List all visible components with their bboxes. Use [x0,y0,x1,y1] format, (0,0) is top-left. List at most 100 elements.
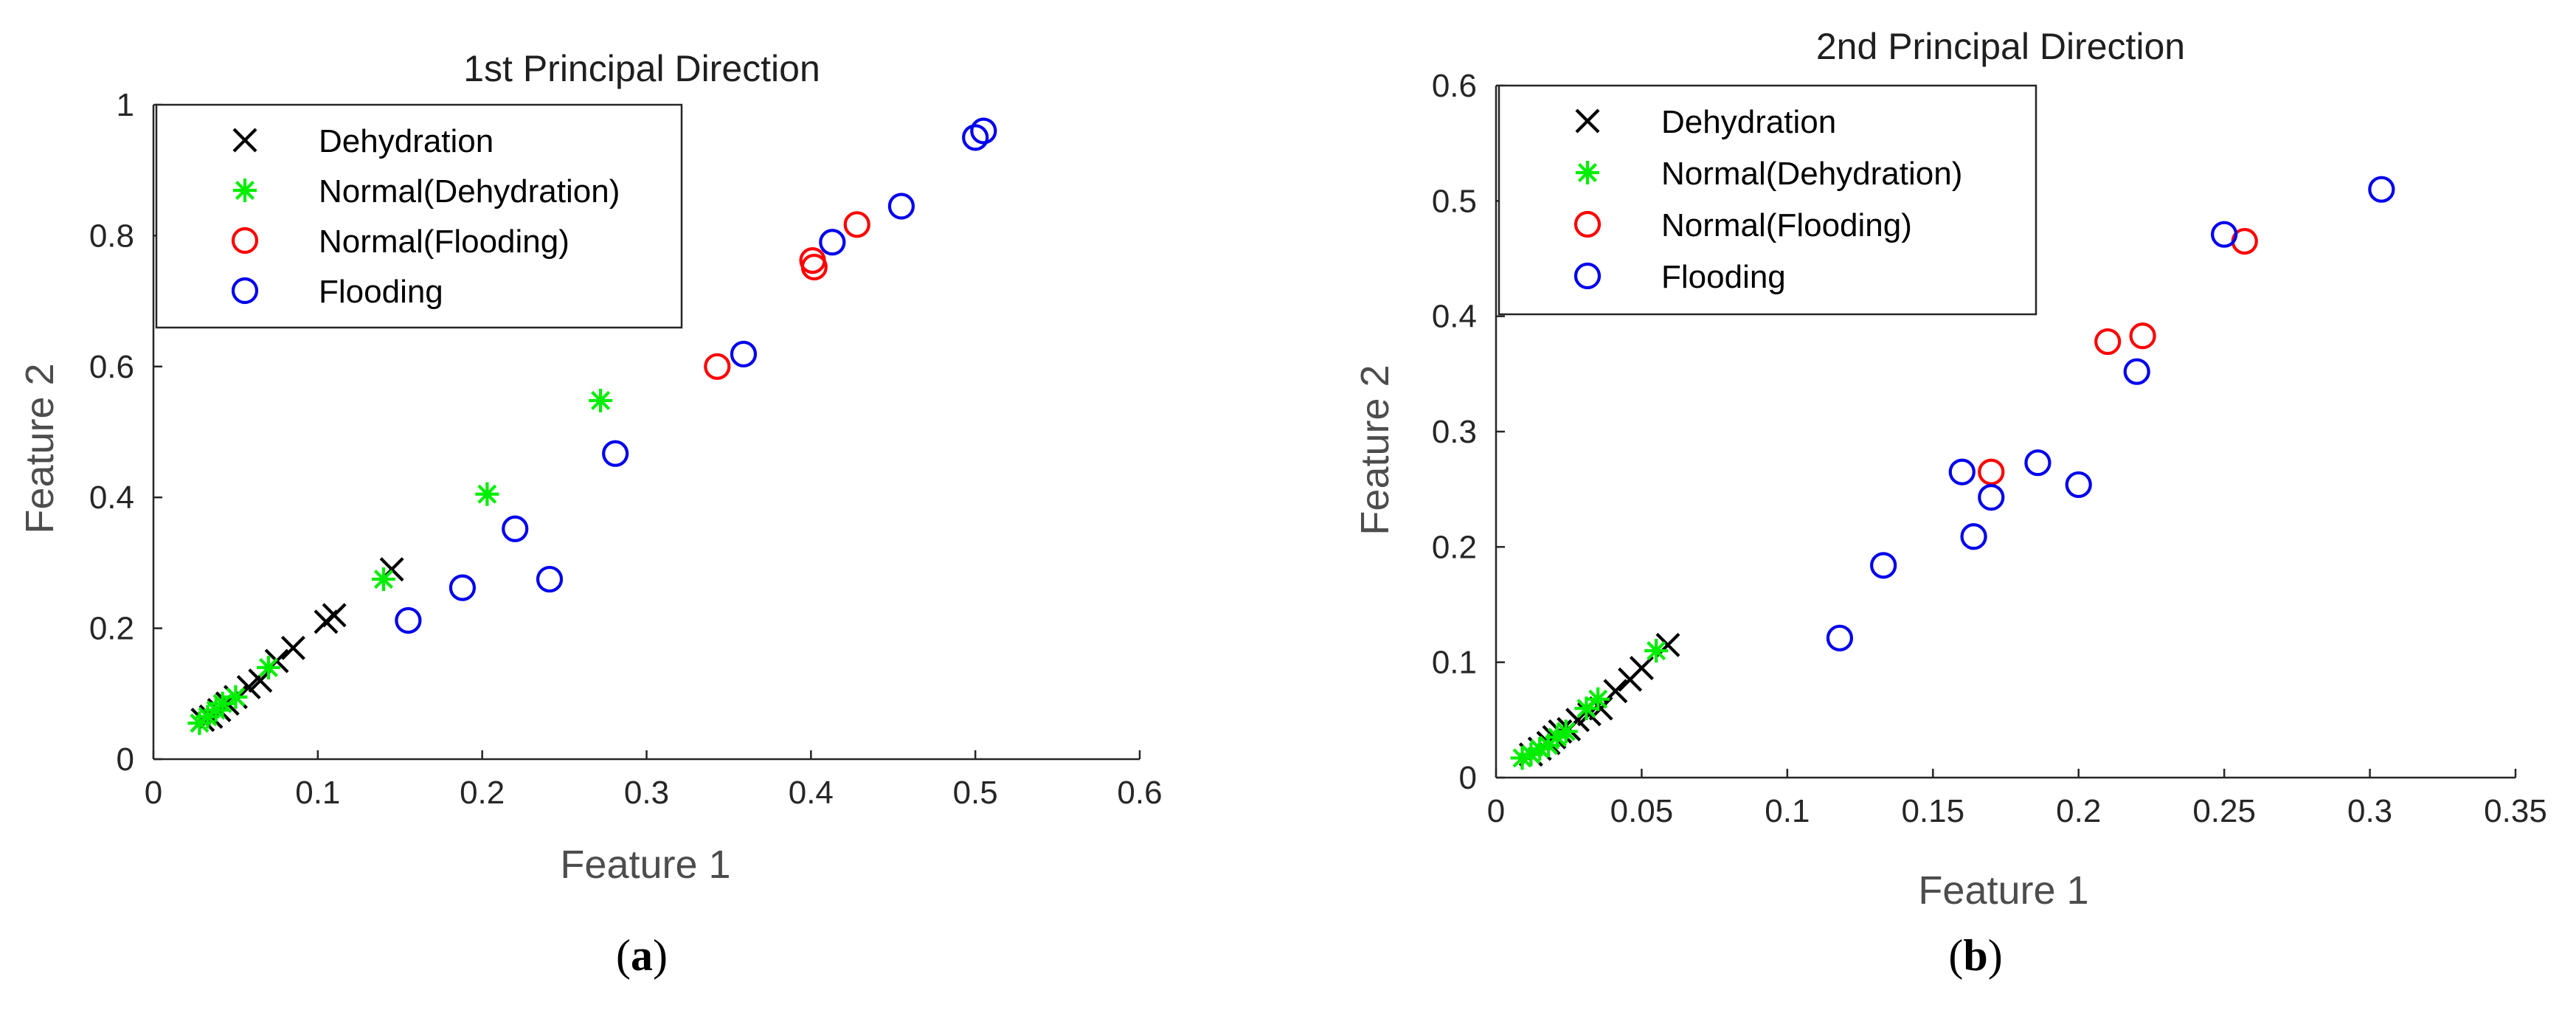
point-flooding [1826,624,1854,651]
point-normal-flooding [2094,328,2122,356]
point-flooding [1948,458,1976,485]
legend-label: Normal(Dehydration) [1661,156,1962,192]
point-normal-dehydration [589,388,613,412]
axes [152,103,1141,761]
tick-labels: 0 0.1 0.2 0.3 0.4 0.5 0.6 0 0.2 0.4 0.6 0.8 1 [89,87,1163,811]
point-flooding [1870,552,1897,579]
point-flooding [502,515,529,542]
point-normal-dehydration [224,685,248,709]
y-tick-label: 0.6 [1432,68,1477,104]
chart-title: 1st Principal Direction [463,48,820,89]
panel-caption-b: (b) [1948,931,2002,980]
y-tick-label: 0.2 [1432,529,1477,565]
point-dehydration [280,635,305,660]
point-flooding [962,124,989,151]
point-flooding [449,574,477,601]
legend-label: Normal(Dehydration) [319,173,620,210]
point-dehydration [1655,632,1680,657]
x-tick-label: 0 [1487,793,1505,829]
x-tick-label: 0.1 [1765,793,1810,829]
x-tick-label: 0.15 [1901,793,1964,829]
y-tick-label: 0.5 [1432,183,1477,219]
point-flooding [2368,176,2395,203]
panel-caption-a: (a) [616,931,668,980]
x-axis-label: Feature 1 [1918,868,2088,913]
point-normal-flooding [231,226,259,255]
x-axis-label: Feature 1 [560,843,730,887]
y-tick-label: 0 [1459,760,1477,796]
point-flooding [1960,523,1987,550]
x-tick-label: 0.25 [2192,793,2256,829]
chart-title: 2nd Principal Direction [1816,26,2185,67]
point-flooding [231,277,259,305]
point-flooding [1573,262,1602,290]
point-normal-flooding [1978,458,2005,485]
point-dehydration [236,674,261,699]
point-flooding [2123,358,2150,385]
point-normal-dehydration [256,655,280,679]
chart-panel-a: 1st Principal Direction Feature 1 Featur… [18,48,1163,887]
legend-label: Flooding [319,274,443,310]
point-normal-flooding [800,253,828,281]
legend: Dehydration Normal(Dehydration) Normal(Flo… [155,103,683,329]
legend-label: Dehydration [319,123,494,159]
point-flooding [2065,471,2092,499]
x-tick-label: 0.2 [460,775,505,811]
y-tick-label: 1 [117,87,134,123]
y-tick-label: 0.8 [89,218,134,254]
point-normal-dehydration [1528,736,1552,761]
x-tick-label: 0.35 [2484,793,2547,829]
point-normal-flooding [1573,210,1602,238]
y-tick-label: 0.1 [1432,645,1477,681]
y-tick-label: 0.6 [89,349,134,385]
y-tick-label: 0.3 [1432,414,1477,450]
point-flooding [2024,449,2052,477]
point-flooding [2211,221,2238,248]
point-flooding [536,565,564,593]
legend-label: Normal(Flooding) [319,224,569,260]
point-flooding [395,606,422,634]
y-tick-label: 0.4 [1432,299,1477,335]
axes [1495,84,2517,779]
point-normal-dehydration [371,567,395,592]
point-dehydration [1629,655,1654,680]
point-flooding [730,340,758,368]
point-normal-dehydration [1574,696,1599,721]
point-normal-flooding [843,211,870,238]
point-normal-dehydration [233,179,257,202]
y-axis-label: Feature 2 [1353,364,1397,535]
chart-panel-b: 2nd Principal Direction Feature 1 Featur… [1353,26,2547,913]
legend-label: Normal(Flooding) [1661,207,1912,243]
x-tick-label: 0.5 [953,775,998,811]
x-tick-label: 0.1 [295,775,340,811]
legend-label: Dehydration [1661,104,1836,140]
legend-label: Flooding [1661,259,1786,295]
point-normal-dehydration [475,482,499,506]
x-tick-label: 0.3 [624,775,669,811]
point-normal-dehydration [1554,719,1578,744]
point-normal-dehydration [1586,687,1610,711]
tick-labels: 0 0.05 0.1 0.15 0.2 0.25 0.3 0.35 0 0.1 0.2 0.3 0.4 0… [1432,68,2547,829]
x-tick-label: 0.4 [789,775,834,811]
point-flooding [819,229,846,256]
x-tick-label: 0.05 [1610,793,1674,829]
y-axis-label: Feature 2 [18,363,62,533]
point-flooding [602,440,629,467]
point-flooding [970,117,997,145]
point-normal-dehydration [1576,161,1599,184]
point-flooding [1978,484,2005,511]
point-dehydration [322,603,347,628]
point-normal-flooding [2129,322,2156,350]
point-dehydration [1575,108,1600,134]
x-tick-label: 0.3 [2347,793,2392,829]
y-tick-label: 0.4 [89,480,134,516]
y-tick-label: 0.2 [89,611,134,647]
point-normal-flooding [704,353,731,380]
y-tick-label: 0 [117,741,134,778]
data-points [1510,176,2395,770]
x-tick-label: 0 [145,775,162,811]
point-dehydration [232,128,257,153]
x-tick-label: 0.6 [1117,775,1162,811]
data-points [187,117,997,736]
point-flooding [887,193,915,220]
